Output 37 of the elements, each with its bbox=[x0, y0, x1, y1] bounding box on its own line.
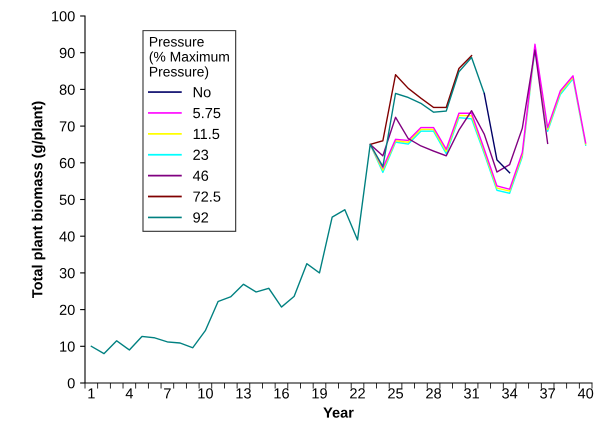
y-tick-label: 0 bbox=[68, 378, 75, 388]
y-tick-label: 60 bbox=[60, 158, 75, 168]
legend-label: No bbox=[194, 87, 211, 98]
x-tick-label: 10 bbox=[198, 388, 213, 399]
x-tick-label: 37 bbox=[540, 388, 556, 399]
legend-label: 72.5 bbox=[193, 191, 220, 202]
y-tick-label: 30 bbox=[60, 268, 75, 278]
y-tick-label: 20 bbox=[60, 304, 75, 316]
legend-label: 11.5 bbox=[194, 128, 220, 140]
legend-label: 5.75 bbox=[193, 108, 220, 118]
x-tick-label: 1 bbox=[88, 388, 95, 398]
x-tick-label: 25 bbox=[388, 388, 404, 399]
x-tick-label: 19 bbox=[312, 388, 327, 399]
y-tick-label: 100 bbox=[52, 11, 75, 22]
x-tick-label: 13 bbox=[236, 388, 251, 399]
legend-label: 23 bbox=[193, 150, 208, 160]
x-tick-label: 40 bbox=[578, 388, 594, 399]
y-tick-label: 40 bbox=[59, 231, 75, 242]
legend-label: 46 bbox=[192, 170, 208, 181]
y-tick-label: 70 bbox=[60, 121, 75, 132]
y-tick-label: 80 bbox=[60, 84, 75, 95]
legend-title: Pressure (% Maximum Pressure) bbox=[150, 36, 229, 80]
legend-label: 92 bbox=[193, 212, 208, 223]
x-tick-label: 22 bbox=[350, 388, 365, 398]
x-tick-label: 28 bbox=[426, 388, 442, 399]
x-tick-label: 4 bbox=[126, 388, 133, 398]
x-tick-label: 34 bbox=[502, 388, 518, 399]
x-tick-label: 16 bbox=[274, 388, 289, 399]
x-axis-title: Year bbox=[323, 408, 354, 418]
x-tick-label: 7 bbox=[164, 388, 171, 398]
line-series bbox=[369, 54, 472, 146]
line-series bbox=[369, 49, 548, 173]
y-tick-label: 50 bbox=[60, 194, 75, 205]
y-axis-title: Total plant biomass (g/plant) bbox=[32, 102, 46, 298]
y-tick-label: 90 bbox=[60, 48, 75, 58]
x-tick-label: 31 bbox=[464, 388, 479, 399]
y-tick-label: 10 bbox=[60, 341, 75, 352]
